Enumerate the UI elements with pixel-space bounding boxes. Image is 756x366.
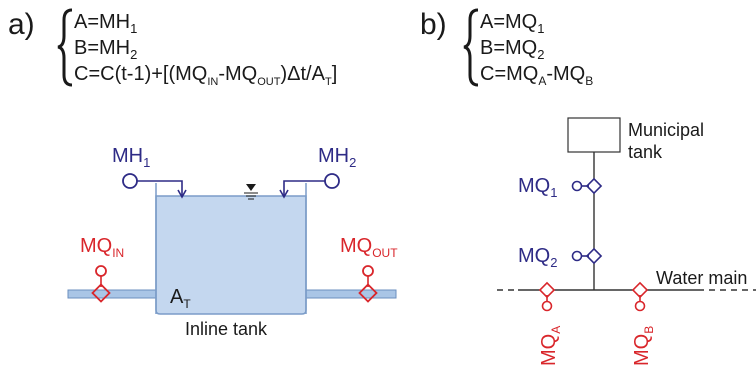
panel-a-label: a) [8, 8, 35, 41]
mh2-label: MH2 [318, 145, 356, 170]
mqa-label: MQA [538, 326, 563, 366]
municipal-tank [567, 117, 621, 153]
panel-a-brace [57, 8, 73, 87]
water-level-icon [244, 184, 258, 200]
water-main-label: Water main [656, 268, 747, 288]
tank-walls [155, 183, 307, 314]
mq2-sensor [571, 247, 603, 265]
mh1-label: MH1 [112, 145, 150, 170]
panel-a-equation-c: C=C(t-1)+[(MQIN-MQOUT)Δt/AT] [74, 63, 337, 88]
panel-a-equation-a: A=MH1 [74, 11, 137, 36]
outlet-pipe [305, 289, 397, 299]
mq-in-sensor [91, 265, 111, 303]
panel-b: b) A=MQ1 B=MQ2 C=MQA-MQB Municipal tank … [420, 8, 756, 366]
panel-a-equation-b: B=MH2 [74, 37, 137, 62]
mqb-label: MQB [631, 326, 656, 366]
panel-b-label: b) [420, 8, 447, 41]
inlet-pipe [67, 289, 157, 299]
mq-in-label: MQIN [80, 235, 124, 260]
mq2-label: MQ2 [518, 245, 557, 270]
mqb-sensor [631, 281, 649, 312]
mqa-sensor [538, 281, 556, 312]
panel-b-equation-c: C=MQA-MQB [480, 63, 593, 88]
mh2-sensor [279, 173, 340, 199]
mq1-label: MQ1 [518, 175, 557, 200]
inline-tank-caption: Inline tank [185, 319, 268, 339]
mq1-sensor [571, 177, 603, 195]
panel-b-brace [463, 8, 479, 87]
panel-b-equation-a: A=MQ1 [480, 11, 544, 36]
mq-out-label: MQOUT [340, 235, 398, 260]
panel-a: a) A=MH1 B=MH2 C=C(t-1)+[(MQIN-MQOUT)Δt/… [8, 8, 398, 339]
mq-out-sensor [358, 265, 378, 303]
tank-area-label: AT [170, 286, 191, 311]
mh1-sensor [122, 173, 187, 199]
municipal-tank-label-line1: Municipal [628, 120, 704, 140]
panel-b-equation-b: B=MQ2 [480, 37, 544, 62]
municipal-tank-label-line2: tank [628, 142, 663, 162]
